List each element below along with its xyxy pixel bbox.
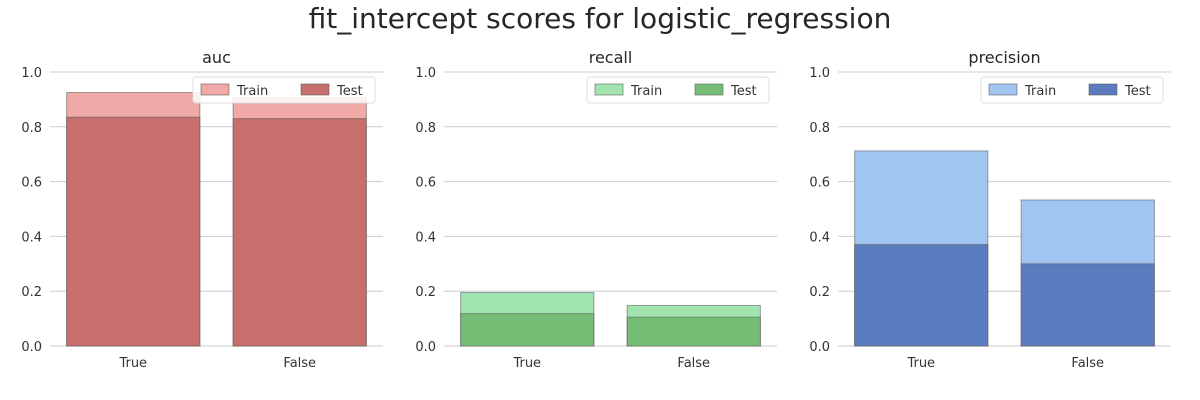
legend: Train Test [980,76,1164,104]
y-tick-label: 0.4 [415,230,436,245]
legend-label-train: Train [1024,84,1056,99]
panel-title: auc [202,48,231,67]
y-tick-label: 0.4 [809,230,830,245]
bar-test-true [66,116,201,347]
legend-swatch-train [988,83,1018,96]
panel-title: precision [968,48,1040,67]
y-tick-label: 1.0 [415,66,436,81]
bar-test-false [626,316,761,347]
panel-title: recall [589,48,633,67]
legend-label-train: Train [630,84,662,99]
legend-label-test: Test [1124,84,1151,99]
y-tick-label: 0.6 [415,176,436,191]
bar-test-false [1020,263,1155,347]
legend-label-test: Test [730,84,757,99]
y-tick-label: 0.0 [415,340,436,355]
legend-swatch-train [200,83,230,96]
bar-test-false [232,118,367,347]
x-tick-label: False [1071,356,1104,371]
legend-swatch-train [594,83,624,96]
chart-title: fit_intercept scores for logistic_regres… [308,2,892,35]
y-tick-label: 0.8 [415,121,436,136]
y-tick-label: 0.2 [809,285,830,300]
bar-test-true [460,313,595,347]
y-tick-label: 0.0 [21,340,42,355]
y-tick-label: 1.0 [21,66,42,81]
legend-label-test: Test [336,84,363,99]
x-tick-label: False [677,356,710,371]
x-tick-label: True [512,356,541,371]
legend-swatch-test [694,83,724,96]
y-tick-label: 0.8 [809,121,830,136]
y-tick-label: 0.2 [415,285,436,300]
x-tick-label: False [283,356,316,371]
x-tick-label: True [906,356,935,371]
y-tick-label: 1.0 [809,66,830,81]
y-tick-label: 0.2 [21,285,42,300]
y-tick-label: 0.8 [21,121,42,136]
legend-swatch-test [300,83,330,96]
bar-test-true [854,244,989,347]
panel-auc: 0.0 0.2 0.4 0.6 0.8 1.0 auc True False Train Test [21,48,383,371]
panel-precision: 0.0 0.2 0.4 0.6 0.8 1.0 precision True False Trai… [809,48,1171,371]
legend: Train Test [586,76,770,104]
y-tick-label: 0.0 [809,340,830,355]
y-tick-label: 0.6 [809,176,830,191]
legend-label-train: Train [236,84,268,99]
x-tick-label: True [118,356,147,371]
y-tick-label: 0.6 [21,176,42,191]
legend-swatch-test [1088,83,1118,96]
legend: Train Test [192,76,376,104]
panel-recall: 0.0 0.2 0.4 0.6 0.8 1.0 recall True False Train Te… [415,48,777,371]
y-tick-label: 0.4 [21,230,42,245]
